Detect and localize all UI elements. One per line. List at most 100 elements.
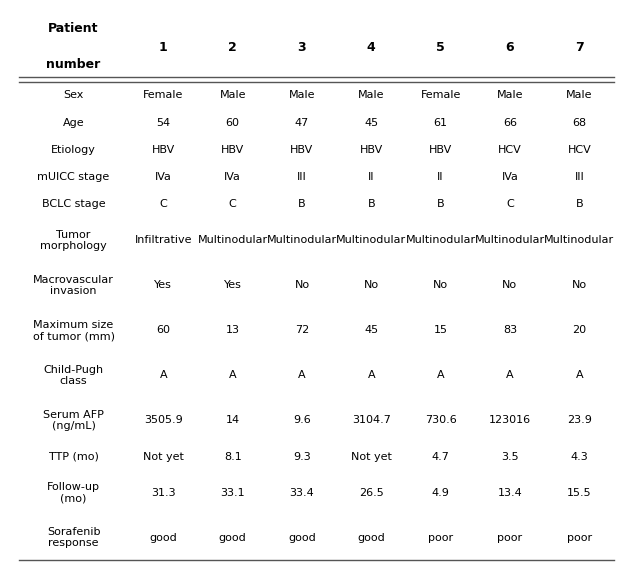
- Text: number: number: [46, 58, 101, 72]
- Text: Sex: Sex: [64, 90, 84, 100]
- Text: No: No: [572, 280, 587, 291]
- Text: 9.3: 9.3: [293, 452, 311, 462]
- Text: 5: 5: [436, 41, 445, 55]
- Text: 3505.9: 3505.9: [144, 415, 183, 426]
- Text: good: good: [288, 533, 316, 543]
- Text: IVa: IVa: [224, 172, 241, 182]
- Text: Patient: Patient: [48, 21, 99, 35]
- Text: Multinodular: Multinodular: [475, 235, 545, 245]
- Text: 8.1: 8.1: [224, 452, 241, 462]
- Text: IVa: IVa: [155, 172, 172, 182]
- Text: Macrovascular
invasion: Macrovascular invasion: [33, 275, 114, 296]
- Text: 15: 15: [434, 325, 447, 336]
- Text: Sorafenib
response: Sorafenib response: [47, 527, 101, 548]
- Text: IVa: IVa: [502, 172, 518, 182]
- Text: B: B: [437, 199, 444, 209]
- Text: Female: Female: [420, 90, 461, 100]
- Text: Infiltrative: Infiltrative: [135, 235, 192, 245]
- Text: Child-Pugh
class: Child-Pugh class: [44, 365, 104, 386]
- Text: A: A: [229, 370, 236, 381]
- Text: HBV: HBV: [221, 145, 244, 155]
- Text: mUICC stage: mUICC stage: [38, 172, 110, 182]
- Text: 61: 61: [434, 118, 447, 128]
- Text: II: II: [368, 172, 375, 182]
- Text: Etiology: Etiology: [51, 145, 96, 155]
- Text: 45: 45: [364, 118, 378, 128]
- Text: 13.4: 13.4: [497, 488, 523, 498]
- Text: No: No: [433, 280, 448, 291]
- Text: Maximum size
of tumor (mm): Maximum size of tumor (mm): [33, 320, 115, 341]
- Text: Age: Age: [63, 118, 85, 128]
- Text: HBV: HBV: [291, 145, 313, 155]
- Text: Male: Male: [220, 90, 246, 100]
- Text: C: C: [506, 199, 514, 209]
- Text: Serum AFP
(ng/mL): Serum AFP (ng/mL): [43, 410, 104, 431]
- Text: 68: 68: [572, 118, 586, 128]
- Text: 4.9: 4.9: [432, 488, 450, 498]
- Text: 66: 66: [503, 118, 517, 128]
- Text: 3: 3: [297, 41, 306, 55]
- Text: A: A: [576, 370, 583, 381]
- Text: Multinodular: Multinodular: [336, 235, 407, 245]
- Text: 3.5: 3.5: [501, 452, 519, 462]
- Text: poor: poor: [566, 533, 592, 543]
- Text: 13: 13: [226, 325, 239, 336]
- Text: Follow-up
(mo): Follow-up (mo): [47, 482, 100, 503]
- Text: Female: Female: [143, 90, 183, 100]
- Text: A: A: [368, 370, 375, 381]
- Text: 26.5: 26.5: [359, 488, 384, 498]
- Text: 45: 45: [364, 325, 378, 336]
- Text: Multinodular: Multinodular: [197, 235, 268, 245]
- Text: good: good: [219, 533, 247, 543]
- Text: 4.7: 4.7: [432, 452, 450, 462]
- Text: No: No: [294, 280, 310, 291]
- Text: 47: 47: [295, 118, 309, 128]
- Text: 6: 6: [505, 41, 514, 55]
- Text: Tumor
morphology: Tumor morphology: [40, 230, 107, 251]
- Text: A: A: [437, 370, 444, 381]
- Text: HCV: HCV: [498, 145, 522, 155]
- Text: II: II: [437, 172, 444, 182]
- Text: 31.3: 31.3: [151, 488, 176, 498]
- Text: 20: 20: [572, 325, 586, 336]
- Text: 4.3: 4.3: [570, 452, 588, 462]
- Text: Yes: Yes: [224, 280, 242, 291]
- Text: No: No: [364, 280, 379, 291]
- Text: 9.6: 9.6: [293, 415, 311, 426]
- Text: 14: 14: [226, 415, 240, 426]
- Text: 7: 7: [575, 41, 584, 55]
- Text: 15.5: 15.5: [567, 488, 592, 498]
- Text: B: B: [298, 199, 306, 209]
- Text: good: good: [357, 533, 385, 543]
- Text: 83: 83: [503, 325, 517, 336]
- Text: 60: 60: [156, 325, 170, 336]
- Text: Not yet: Not yet: [143, 452, 184, 462]
- Text: A: A: [298, 370, 306, 381]
- Text: B: B: [576, 199, 583, 209]
- Text: 1: 1: [159, 41, 168, 55]
- Text: 60: 60: [226, 118, 239, 128]
- Text: Not yet: Not yet: [351, 452, 392, 462]
- Text: No: No: [502, 280, 518, 291]
- Text: Multinodular: Multinodular: [405, 235, 476, 245]
- Text: III: III: [297, 172, 307, 182]
- Text: Male: Male: [566, 90, 592, 100]
- Text: 33.1: 33.1: [220, 488, 245, 498]
- Text: A: A: [160, 370, 167, 381]
- Text: 23.9: 23.9: [567, 415, 592, 426]
- Text: Multinodular: Multinodular: [267, 235, 337, 245]
- Text: 54: 54: [156, 118, 170, 128]
- Text: HBV: HBV: [152, 145, 175, 155]
- Text: HBV: HBV: [429, 145, 452, 155]
- Text: BCLC stage: BCLC stage: [42, 199, 106, 209]
- Text: poor: poor: [497, 533, 523, 543]
- Text: 3104.7: 3104.7: [352, 415, 391, 426]
- Text: A: A: [506, 370, 514, 381]
- Text: 2: 2: [228, 41, 237, 55]
- Text: C: C: [159, 199, 167, 209]
- Text: HCV: HCV: [568, 145, 591, 155]
- Text: Multinodular: Multinodular: [544, 235, 615, 245]
- Text: TTP (mo): TTP (mo): [49, 452, 99, 462]
- Text: 730.6: 730.6: [424, 415, 457, 426]
- Text: Male: Male: [289, 90, 315, 100]
